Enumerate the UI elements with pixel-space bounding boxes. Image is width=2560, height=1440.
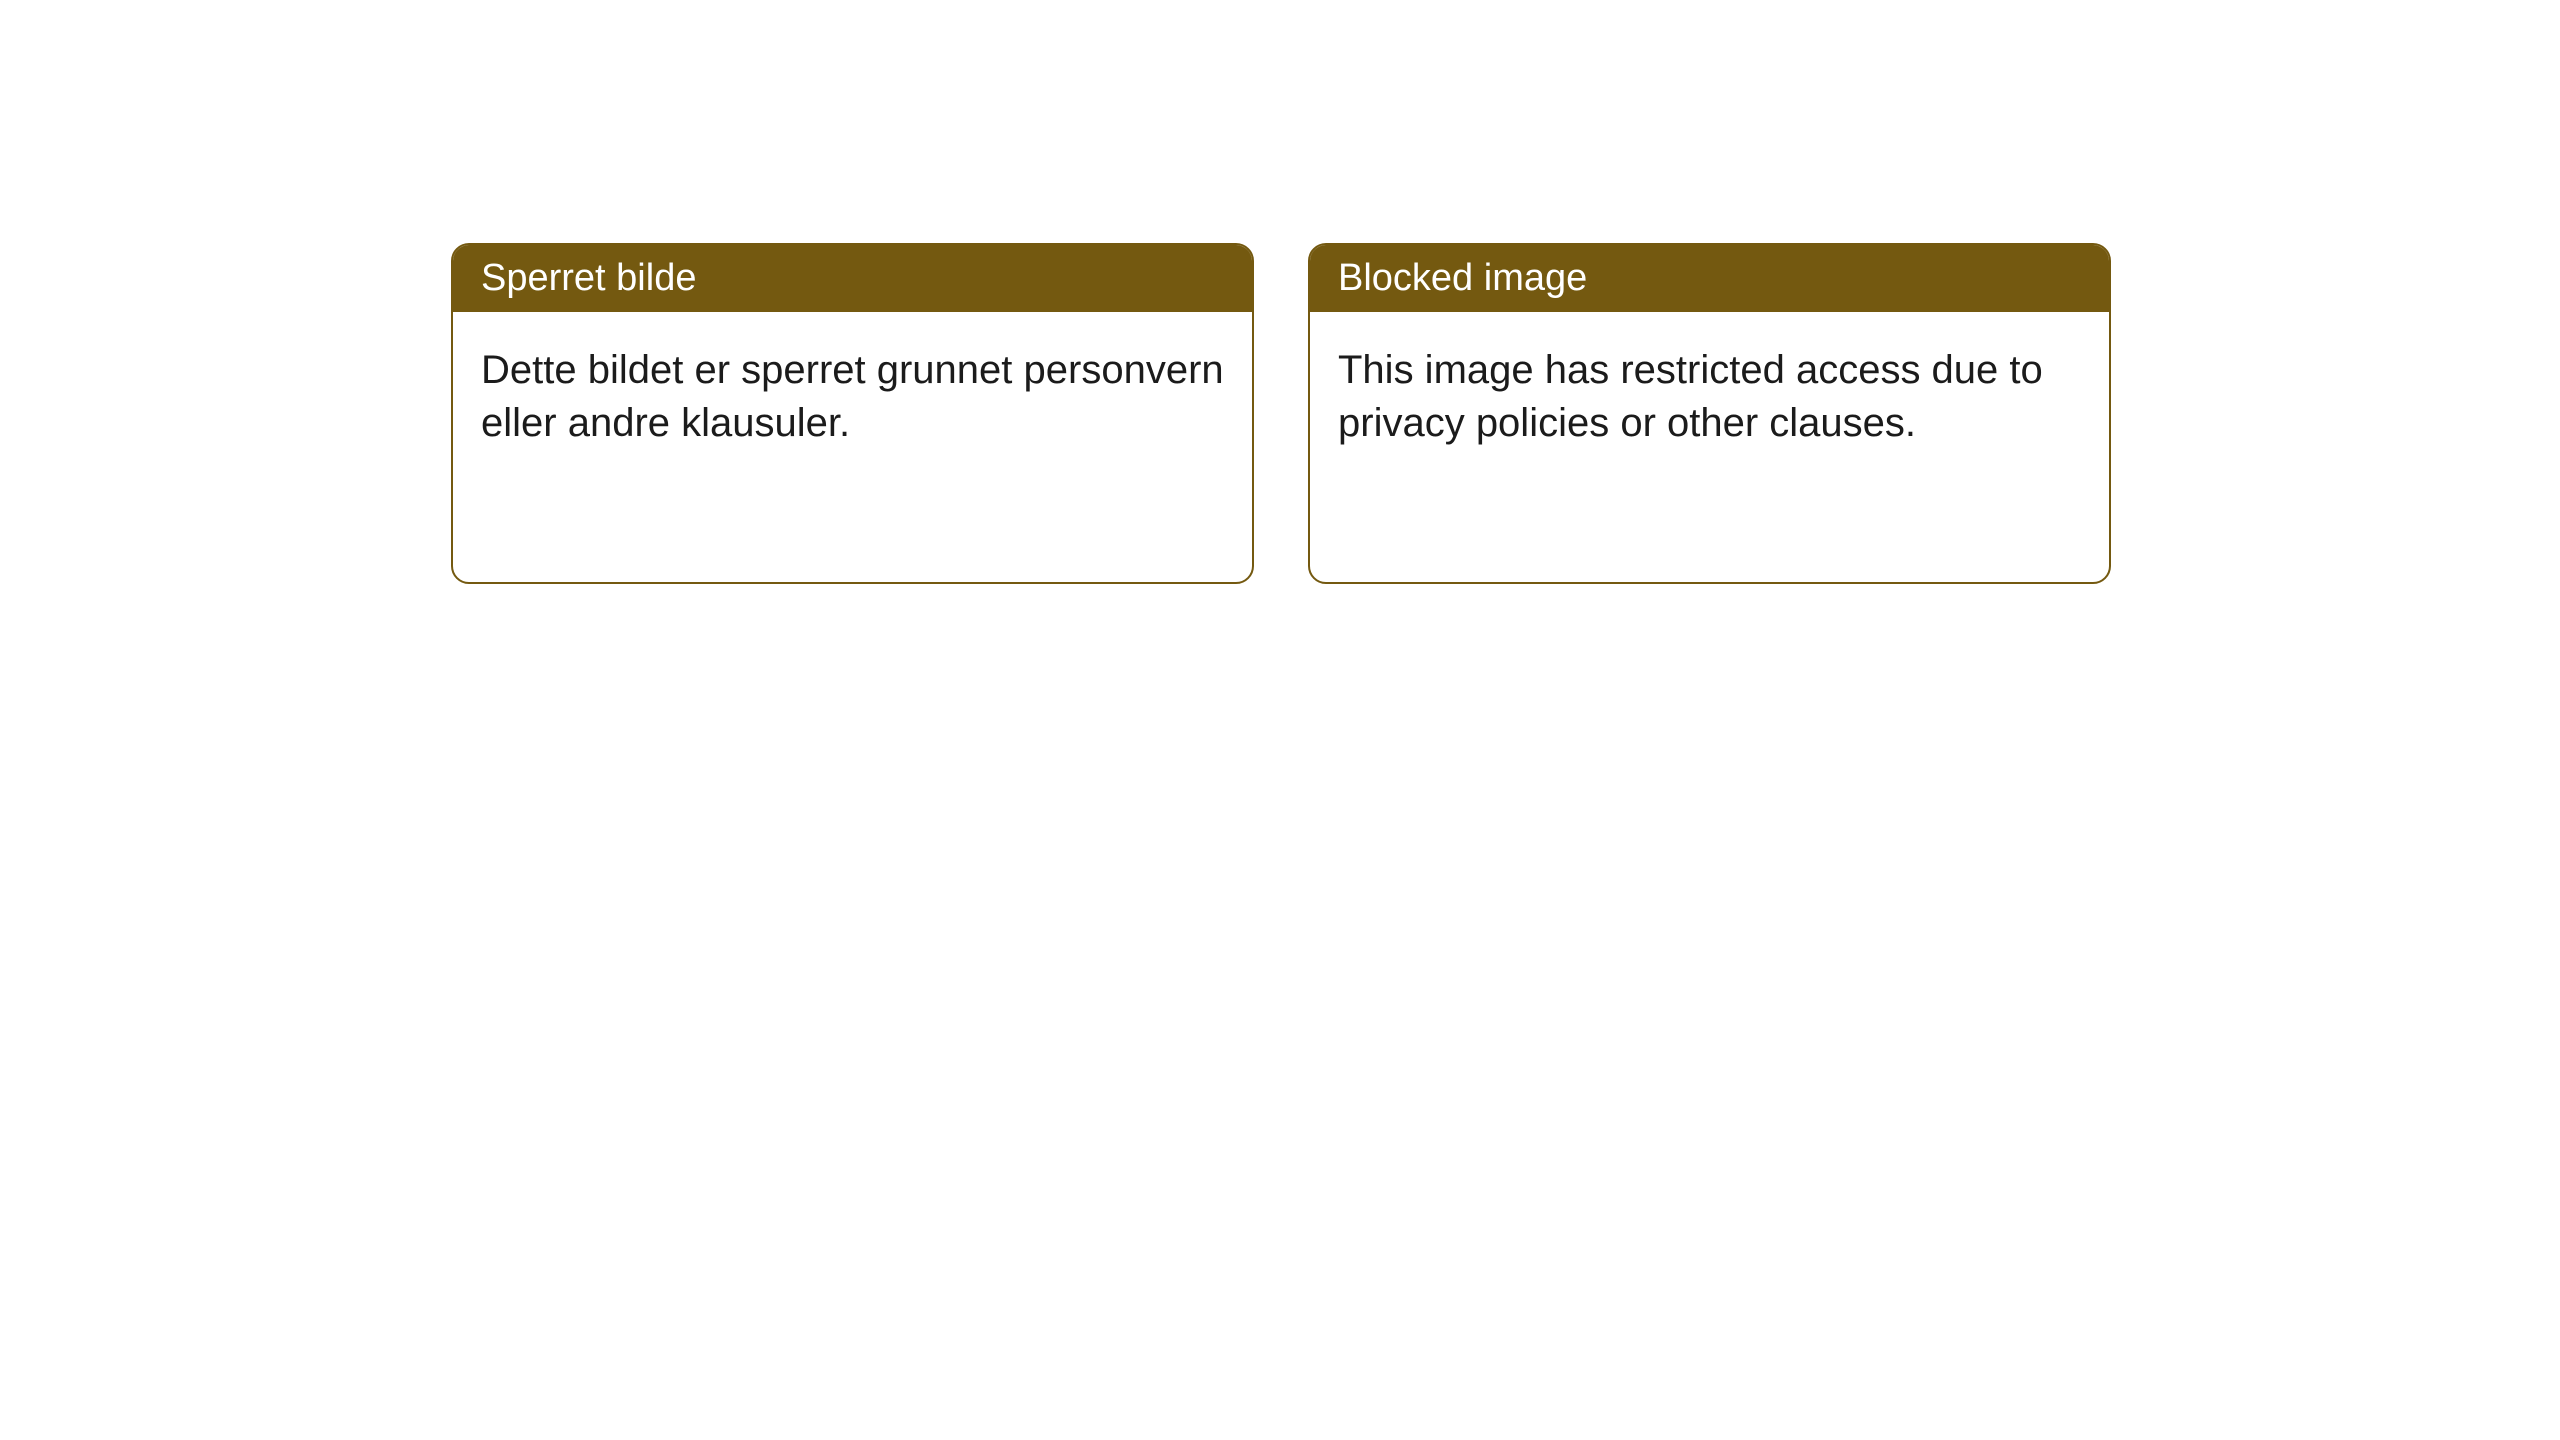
- notice-card-norwegian: Sperret bilde Dette bildet er sperret gr…: [451, 243, 1254, 584]
- notice-card-english: Blocked image This image has restricted …: [1308, 243, 2111, 584]
- notice-cards-container: Sperret bilde Dette bildet er sperret gr…: [451, 243, 2111, 584]
- card-header: Blocked image: [1310, 245, 2109, 312]
- card-header: Sperret bilde: [453, 245, 1252, 312]
- card-title: Sperret bilde: [481, 257, 696, 299]
- card-body: This image has restricted access due to …: [1310, 312, 2109, 582]
- card-body-text: Dette bildet er sperret grunnet personve…: [481, 348, 1224, 445]
- card-body-text: This image has restricted access due to …: [1338, 348, 2043, 445]
- card-title: Blocked image: [1338, 257, 1587, 299]
- card-body: Dette bildet er sperret grunnet personve…: [453, 312, 1252, 582]
